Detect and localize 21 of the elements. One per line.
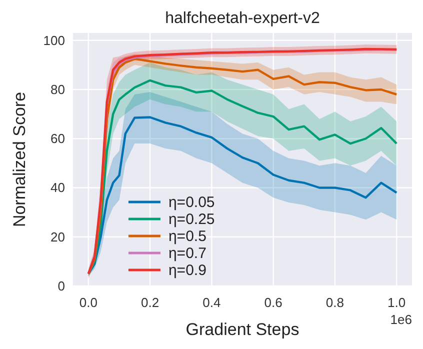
text: 1e6 <box>390 312 412 327</box>
y-tick-label: 80 <box>50 82 65 97</box>
x-tick-label: 0.8 <box>326 295 344 310</box>
y-tick-label: 20 <box>50 229 65 244</box>
chart-title: halfcheetah-expert-v2 <box>165 10 320 27</box>
x-tick-label: 0.2 <box>141 295 160 310</box>
legend-label: η=0.05 <box>168 194 215 211</box>
legend-label: η=0.25 <box>168 211 215 228</box>
x-tick-label: 0.4 <box>202 295 221 310</box>
y-tick-label: 100 <box>43 32 65 48</box>
x-tick-label: 1.0 <box>388 295 406 310</box>
legend-label: η=0.9 <box>168 262 206 279</box>
y-tick-label: 60 <box>50 131 65 146</box>
x-tick-label: 0.0 <box>79 295 98 310</box>
y-tick-label: 0 <box>58 278 65 294</box>
legend-label: η=0.7 <box>168 245 206 262</box>
x-tick-label: 0.6 <box>264 295 282 310</box>
x-axis-title: Gradient Steps <box>186 320 300 339</box>
legend-label: η=0.5 <box>168 228 206 245</box>
y-axis-title: Normalized Score <box>10 92 29 228</box>
y-tick-label: 40 <box>50 180 65 196</box>
